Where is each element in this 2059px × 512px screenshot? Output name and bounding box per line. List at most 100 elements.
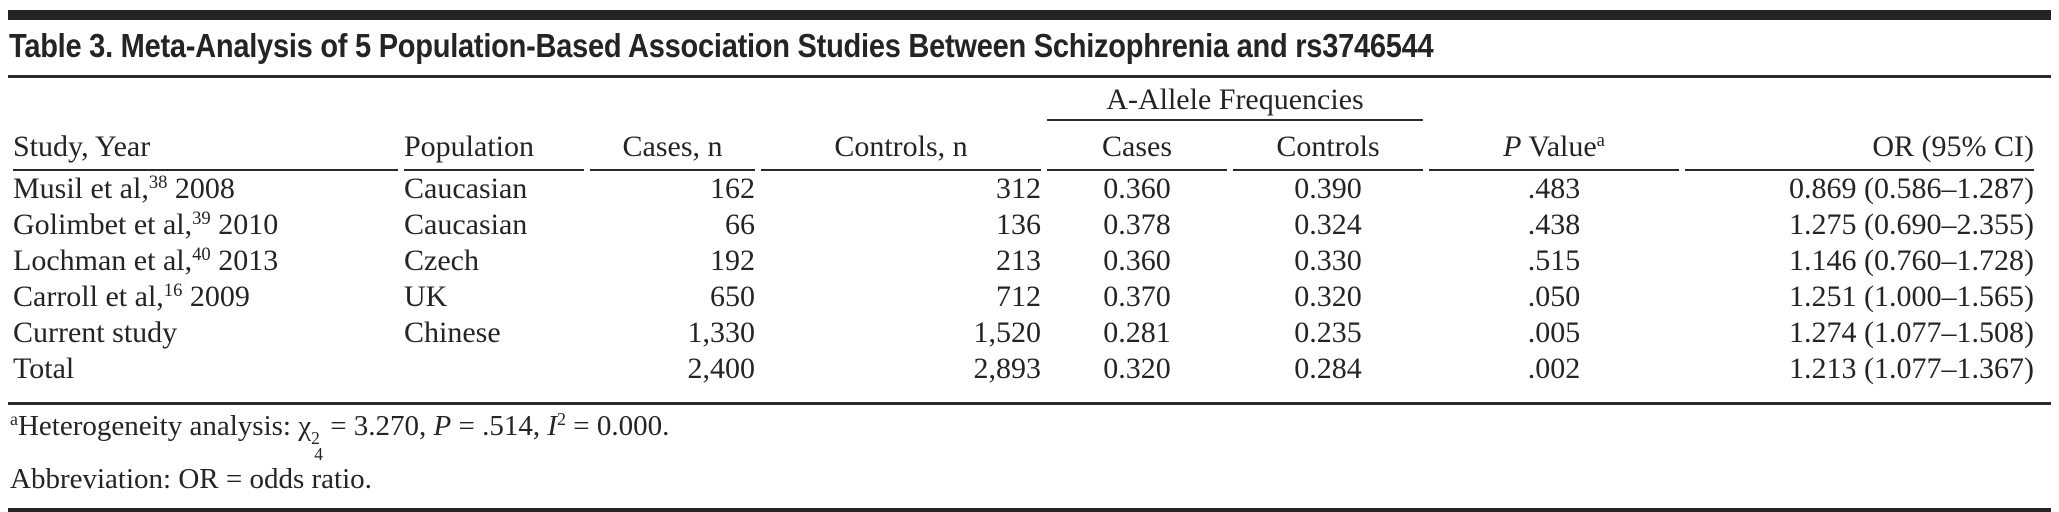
study-name: Current study	[13, 316, 178, 349]
title-underline-rule	[8, 75, 2051, 78]
freq-cases-cell: 0.320	[1103, 352, 1171, 385]
study-year: 2008	[167, 172, 235, 205]
p-value-italic-p: P	[1503, 130, 1522, 163]
study-year: 2009	[182, 280, 250, 313]
column-header-or-ci: OR (95% CI)	[1685, 121, 2034, 171]
table-row-golimbet-2010: Golimbet et al,39 2010 Caucasian 66 136 …	[13, 207, 2034, 243]
controls-n-cell: 213	[996, 244, 1041, 277]
table-top-rule	[8, 10, 2051, 20]
table-row-carroll-2009: Carroll et al,16 2009 UK 650 712 0.370 0…	[13, 279, 2034, 315]
column-header-p-value: P Valuea	[1429, 121, 1679, 171]
freq-cases-cell: 0.281	[1103, 316, 1171, 349]
reference-superscript: 40	[192, 243, 211, 265]
p-value-cell: .002	[1527, 352, 1581, 385]
cases-n-cell: 192	[710, 244, 755, 277]
i-squared-superscript: 2	[557, 409, 567, 430]
footnote-marker: a	[10, 409, 18, 430]
italic-p: P	[433, 410, 452, 442]
or-ci-cell: 1.251 (1.000–1.565)	[1789, 280, 2034, 313]
controls-n-cell: 136	[996, 208, 1041, 241]
column-header-study-year: Study, Year	[13, 121, 398, 171]
population-cell: Caucasian	[404, 172, 528, 205]
reference-superscript: 39	[192, 207, 211, 229]
paper-table-page: Table 3. Meta-Analysis of 5 Population-B…	[0, 10, 2059, 512]
footnote-text: = 0.000.	[566, 410, 670, 442]
freq-cases-cell: 0.378	[1103, 208, 1171, 241]
population-cell: Czech	[404, 244, 479, 277]
p-value-cell: .050	[1527, 280, 1581, 313]
table-row-musil-2008: Musil et al,38 2008 Caucasian 162 312 0.…	[13, 171, 2034, 207]
cases-n-cell: 162	[710, 172, 755, 205]
chi-subscript: 4	[314, 444, 323, 465]
reference-superscript: 38	[148, 171, 168, 193]
table-row-current-study: Current study Chinese 1,330 1,520 0.281 …	[13, 315, 2034, 351]
table-title: Table 3. Meta-Analysis of 5 Population-B…	[9, 27, 1434, 64]
freq-cases-cell: 0.360	[1103, 244, 1171, 277]
column-header-row: Study, Year Population Cases, n Controls…	[13, 121, 2034, 171]
p-value-cell: .483	[1527, 172, 1581, 205]
table-footer-rule	[8, 402, 2051, 405]
p-value-cell: .515	[1527, 244, 1581, 277]
or-ci-cell: 1.274 (1.077–1.508)	[1789, 316, 2034, 349]
study-name: Total	[13, 352, 75, 385]
column-header-freq-controls: Controls	[1233, 121, 1423, 171]
or-ci-cell: 1.146 (0.760–1.728)	[1789, 244, 2034, 277]
or-ci-cell: 1.275 (0.690–2.355)	[1789, 208, 2034, 241]
p-value-rest: Value	[1521, 130, 1597, 163]
table-row-total: Total 2,400 2,893 0.320 0.284 .002 1.213…	[13, 351, 2034, 387]
spacer-cell	[590, 83, 755, 121]
spacer-cell	[1685, 83, 2034, 121]
freq-controls-cell: 0.284	[1294, 352, 1362, 385]
population-cell: Caucasian	[404, 208, 528, 241]
footnote-text: = 3.270,	[322, 410, 434, 442]
footnote-abbreviation: Abbreviation: OR = odds ratio.	[10, 462, 372, 495]
study-name: Carroll et al,	[13, 280, 164, 313]
spacer-cell	[1429, 83, 1679, 121]
study-cell: Total	[13, 351, 398, 387]
table-row-lochman-2013: Lochman et al,40 2013 Czech 192 213 0.36…	[13, 243, 2034, 279]
freq-cases-cell: 0.370	[1103, 280, 1171, 313]
p-value-cell: .438	[1527, 208, 1581, 241]
reference-superscript: 16	[163, 279, 183, 301]
column-header-population: Population	[404, 121, 584, 171]
freq-cases-cell: 0.360	[1103, 172, 1171, 205]
study-cell: Golimbet et al,39 2010	[13, 207, 398, 243]
population-cell: Chinese	[404, 316, 501, 349]
freq-controls-cell: 0.235	[1294, 316, 1362, 349]
chi-superscript: 2	[311, 427, 320, 448]
or-ci-cell: 1.213 (1.077–1.367)	[1789, 352, 2034, 385]
table-bottom-rule	[8, 507, 2051, 512]
p-value-footnote-marker: a	[1596, 129, 1605, 151]
spacer-cell	[13, 83, 398, 121]
freq-controls-cell: 0.320	[1294, 280, 1362, 313]
freq-controls-cell: 0.390	[1294, 172, 1362, 205]
study-name: Golimbet et al,	[13, 208, 193, 241]
study-cell: Musil et al,38 2008	[13, 171, 398, 207]
cases-n-cell: 1,330	[687, 316, 756, 349]
column-header-controls-n: Controls, n	[761, 121, 1041, 171]
column-header-freq-cases: Cases	[1047, 121, 1227, 171]
controls-n-cell: 312	[996, 172, 1041, 205]
controls-n-cell: 2,893	[973, 352, 1042, 385]
column-header-a-allele-frequencies: A-Allele Frequencies	[1047, 83, 1423, 121]
study-cell: Carroll et al,16 2009	[13, 279, 398, 315]
table-title-row: Table 3. Meta-Analysis of 5 Population-B…	[9, 27, 2059, 69]
population-cell	[404, 351, 584, 387]
spacer-cell	[761, 83, 1041, 121]
meta-analysis-table: A-Allele Frequencies Study, Year Populat…	[7, 83, 2040, 387]
footnote-text: Heterogeneity analysis: χ	[17, 410, 312, 442]
column-header-cases-n: Cases, n	[590, 121, 755, 171]
or-ci-cell: 0.869 (0.586–1.287)	[1789, 172, 2034, 205]
cases-n-cell: 650	[710, 280, 755, 313]
study-name: Lochman et al,	[13, 244, 193, 277]
footnote-text: = .514,	[451, 410, 548, 442]
freq-controls-cell: 0.330	[1294, 244, 1362, 277]
study-cell: Lochman et al,40 2013	[13, 243, 398, 279]
italic-i: I	[547, 410, 558, 442]
freq-controls-cell: 0.324	[1294, 208, 1362, 241]
cases-n-cell: 2,400	[687, 352, 756, 385]
controls-n-cell: 712	[996, 280, 1041, 313]
